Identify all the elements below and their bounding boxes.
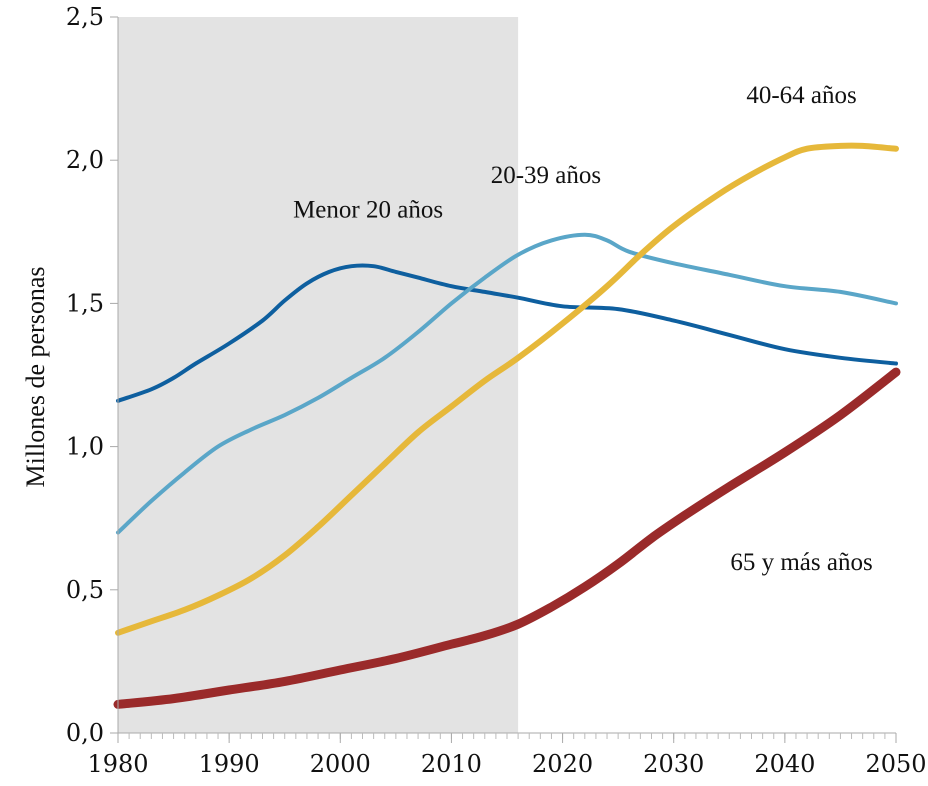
series-label-65-y-mas-anos: 65 y más años (730, 549, 872, 576)
x-tick-label: 1990 (199, 750, 260, 778)
y-tick-label: 2,5 (66, 3, 104, 31)
series-line-40-64-anos (115, 142, 899, 636)
shaded-region (118, 17, 519, 733)
x-tick-label: 2020 (532, 750, 593, 778)
series-label-menor-20-anos: Menor 20 años (293, 196, 443, 223)
series-line-menor-20-anos (116, 263, 898, 403)
series-line-65-y-mas-anos (113, 367, 901, 709)
y-tick-label: 0,0 (66, 719, 104, 747)
labels-layer: Menor 20 años 20-39 años 40-64 años 65 y má… (293, 82, 873, 576)
x-tick-label: 2030 (643, 750, 704, 778)
x-tick-label: 2050 (865, 750, 926, 778)
x-tick-label: 2010 (421, 750, 482, 778)
x-tick-label: 2040 (754, 750, 815, 778)
series-label-40-64-anos: 40-64 años (746, 82, 856, 109)
y-tick-label: 1,5 (66, 289, 104, 317)
series-label-20-39-anos: 20-39 años (491, 162, 601, 189)
x-tick-label: 1980 (87, 750, 148, 778)
y-tick-label: 0,5 (66, 576, 104, 604)
series-line-20-39-anos (116, 232, 898, 535)
y-axis-title: Millones de personas (21, 267, 50, 488)
y-tick-label: 2,0 (66, 146, 104, 174)
x-tick-label: 2000 (310, 750, 371, 778)
y-tick-label: 1,0 (66, 433, 104, 461)
series-layer (113, 142, 901, 709)
axes-layer: 0,0 0,5 1,0 1,5 2,0 2,5 1980 1990 2000 2010 2020 20… (66, 3, 927, 778)
